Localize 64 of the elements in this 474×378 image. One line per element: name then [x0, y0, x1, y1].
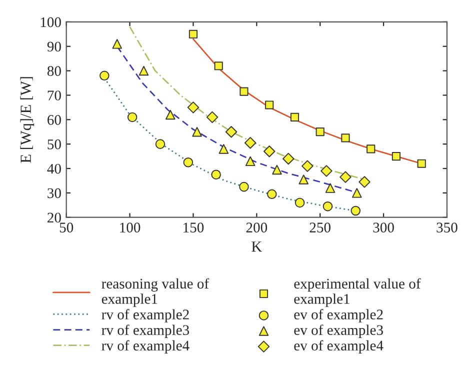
point: [366, 144, 376, 154]
point: [239, 182, 249, 192]
y-tick-label: 90: [47, 42, 61, 52]
legend-label: rv of example4: [102, 340, 190, 354]
point: [188, 30, 198, 38]
point: [214, 62, 223, 70]
x-tick-label: 200: [246, 222, 268, 232]
legend-label: ev of example3: [294, 324, 383, 338]
point: [155, 139, 166, 149]
point: [240, 87, 248, 96]
x-tick-label: 350: [436, 222, 458, 232]
y-axis-title: E [Wq]/E [W]: [20, 77, 34, 163]
y-tick-label: 30: [48, 188, 61, 198]
point: [211, 170, 221, 180]
legend-label: rv of example3: [102, 324, 190, 338]
point: [127, 112, 138, 122]
y-tick-label: 50: [48, 139, 61, 150]
point: [316, 128, 324, 136]
legend-label: rv of example2: [102, 309, 189, 322]
point: [225, 126, 238, 138]
point: [350, 206, 361, 216]
y-tick-label: 70: [48, 90, 61, 100]
x-tick-label: 150: [184, 222, 204, 232]
x-tick-label: 50: [60, 222, 74, 232]
point: [340, 171, 352, 183]
point: [392, 152, 401, 161]
point: [341, 134, 350, 142]
point: [298, 174, 308, 184]
point: [100, 70, 110, 81]
point: [192, 126, 202, 137]
x-axis-title: K: [252, 242, 262, 252]
point: [352, 188, 362, 198]
point: [206, 111, 218, 124]
y-tick-label: 40: [47, 164, 61, 174]
point: [187, 102, 200, 114]
point: [290, 112, 300, 122]
point: [320, 165, 332, 177]
point: [166, 110, 176, 120]
point: [218, 144, 229, 154]
point: [325, 183, 336, 193]
point: [245, 156, 256, 166]
point: [282, 152, 294, 165]
y-tick-label: 100: [40, 17, 61, 28]
point: [263, 146, 276, 158]
x-tick-label: 100: [120, 222, 140, 232]
point: [183, 158, 194, 168]
point: [265, 100, 274, 110]
y-tick-label: 80: [47, 66, 61, 76]
point: [267, 189, 277, 200]
legend-label: ev of example4: [294, 340, 384, 354]
point: [302, 160, 314, 172]
y-tick-label: 60: [48, 115, 61, 125]
point: [112, 39, 122, 49]
point: [138, 66, 149, 76]
point: [294, 198, 305, 208]
point: [244, 136, 256, 149]
point: [272, 164, 282, 175]
point: [322, 201, 333, 212]
point: [417, 159, 426, 168]
legend-label: ev of example2: [294, 309, 383, 322]
y-tick-label: 20: [48, 212, 61, 223]
x-tick-label: 250: [310, 222, 330, 232]
x-tick-label: 300: [373, 222, 394, 232]
point: [358, 176, 370, 188]
